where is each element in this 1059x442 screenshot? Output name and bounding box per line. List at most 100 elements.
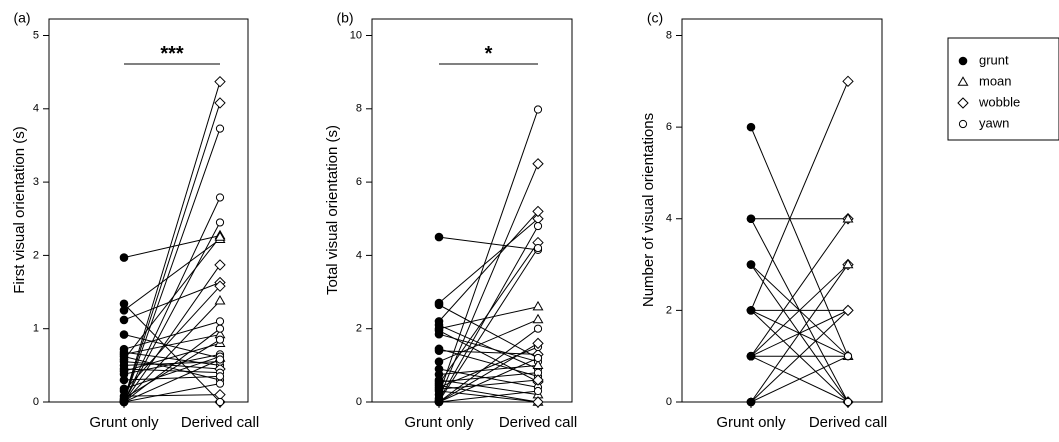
paired-line [750, 81, 849, 311]
legend-marker-yawn [958, 119, 968, 129]
data-point-grunt [746, 214, 756, 224]
data-point-grunt [119, 253, 129, 262]
paired-line [123, 282, 221, 321]
y-tick-label: 4 [33, 103, 39, 115]
paired-line [123, 353, 221, 375]
paired-line [123, 300, 221, 403]
data-point-moan [214, 295, 226, 305]
y-tick-label: 4 [356, 249, 362, 261]
paired-line [438, 211, 539, 322]
paired-line [123, 238, 221, 311]
data-point-yawn [215, 317, 225, 326]
panel-1: (a) First visual orientation (s) 0 1 2 3 4 5 Gru… [11, 10, 259, 431]
data-point-yawn [215, 335, 225, 344]
y-tick-label: 2 [356, 323, 362, 335]
paired-line [438, 333, 539, 363]
paired-line [123, 81, 221, 400]
paired-line [123, 394, 221, 397]
data-point-grunt [434, 346, 444, 355]
data-point-moan [214, 231, 226, 241]
paired-line [438, 348, 539, 377]
panel-3: (c) Number of visual orientations 0 2 4 6 8 Gru… [640, 10, 887, 431]
paired-line [438, 236, 539, 251]
data-point-grunt [434, 300, 444, 310]
data-point-wobble [842, 304, 854, 317]
paired-line [123, 342, 221, 372]
legend-marker-moan [957, 76, 969, 86]
data-point-wobble [214, 75, 226, 88]
paired-line [438, 218, 539, 304]
paired-line [438, 364, 539, 376]
data-point-grunt [434, 232, 444, 242]
paired-line [438, 379, 539, 390]
significance-label: *** [160, 43, 184, 65]
data-point-yawn [533, 243, 543, 253]
data-point-grunt [434, 357, 444, 366]
data-point-yawn [533, 221, 543, 231]
paired-line [123, 328, 221, 403]
data-point-grunt [434, 329, 444, 339]
data-point-grunt [434, 397, 444, 407]
legend-label-yawn: yawn [979, 115, 1009, 130]
data-point-moan [532, 313, 544, 324]
data-point-grunt [746, 351, 756, 361]
paired-line [438, 390, 539, 403]
data-point-grunt [119, 306, 129, 315]
paired-line [438, 247, 539, 402]
paired-line [123, 368, 221, 374]
data-point-moan [842, 258, 854, 269]
y-tick-label: 6 [356, 176, 362, 188]
plot-frame [681, 18, 883, 403]
data-point-yawn [215, 324, 225, 333]
x-tick-label: Derived call [499, 414, 577, 431]
paired-line [123, 356, 221, 381]
data-point-yawn [533, 324, 543, 333]
paired-line [438, 109, 539, 395]
data-point-yawn [215, 218, 225, 227]
y-tick-label: 2 [33, 249, 39, 261]
data-point-wobble [214, 97, 226, 109]
y-tick-label: 0 [33, 396, 39, 408]
paired-line [438, 306, 539, 330]
plot-frame [371, 18, 573, 403]
data-point-yawn [215, 397, 225, 407]
y-tick-label: 10 [350, 29, 362, 41]
paired-line [123, 303, 221, 403]
data-point-grunt [746, 260, 756, 269]
data-point-yawn [215, 372, 225, 381]
data-point-wobble [214, 259, 226, 271]
paired-line [438, 346, 539, 388]
y-tick-label: 2 [666, 304, 672, 316]
data-point-wobble [532, 158, 544, 170]
data-point-grunt [119, 375, 129, 385]
data-point-moan [842, 212, 854, 223]
panel-label: (c) [647, 10, 663, 26]
y-tick-label: 8 [666, 29, 672, 41]
paired-line [438, 357, 539, 403]
paired-line [438, 385, 539, 403]
data-point-wobble [842, 75, 854, 88]
data-point-wobble [532, 205, 544, 218]
legend: grunt moan wobble yawn [947, 37, 1059, 141]
data-point-grunt [746, 397, 756, 407]
panel-label: (a) [13, 10, 30, 26]
panel-2: (b) Total visual orientation (s) 0 2 4 6 8 10 Gr… [324, 10, 577, 431]
y-tick-label: 4 [666, 213, 672, 225]
paired-line [123, 264, 221, 403]
paired-line [438, 163, 539, 399]
paired-line [750, 264, 849, 357]
y-tick-label: 8 [356, 103, 362, 115]
legend-label-grunt: grunt [979, 52, 1009, 67]
data-point-yawn [533, 105, 543, 114]
paired-line [123, 320, 221, 350]
legend-marker-wobble [957, 97, 969, 109]
paired-line [438, 319, 539, 363]
paired-line [438, 304, 539, 359]
paired-line [438, 328, 539, 403]
data-point-moan [532, 300, 544, 311]
data-point-wobble [214, 280, 226, 292]
significance-label: * [485, 43, 493, 65]
legend-box [947, 37, 1059, 141]
y-tick-label: 1 [33, 323, 39, 335]
